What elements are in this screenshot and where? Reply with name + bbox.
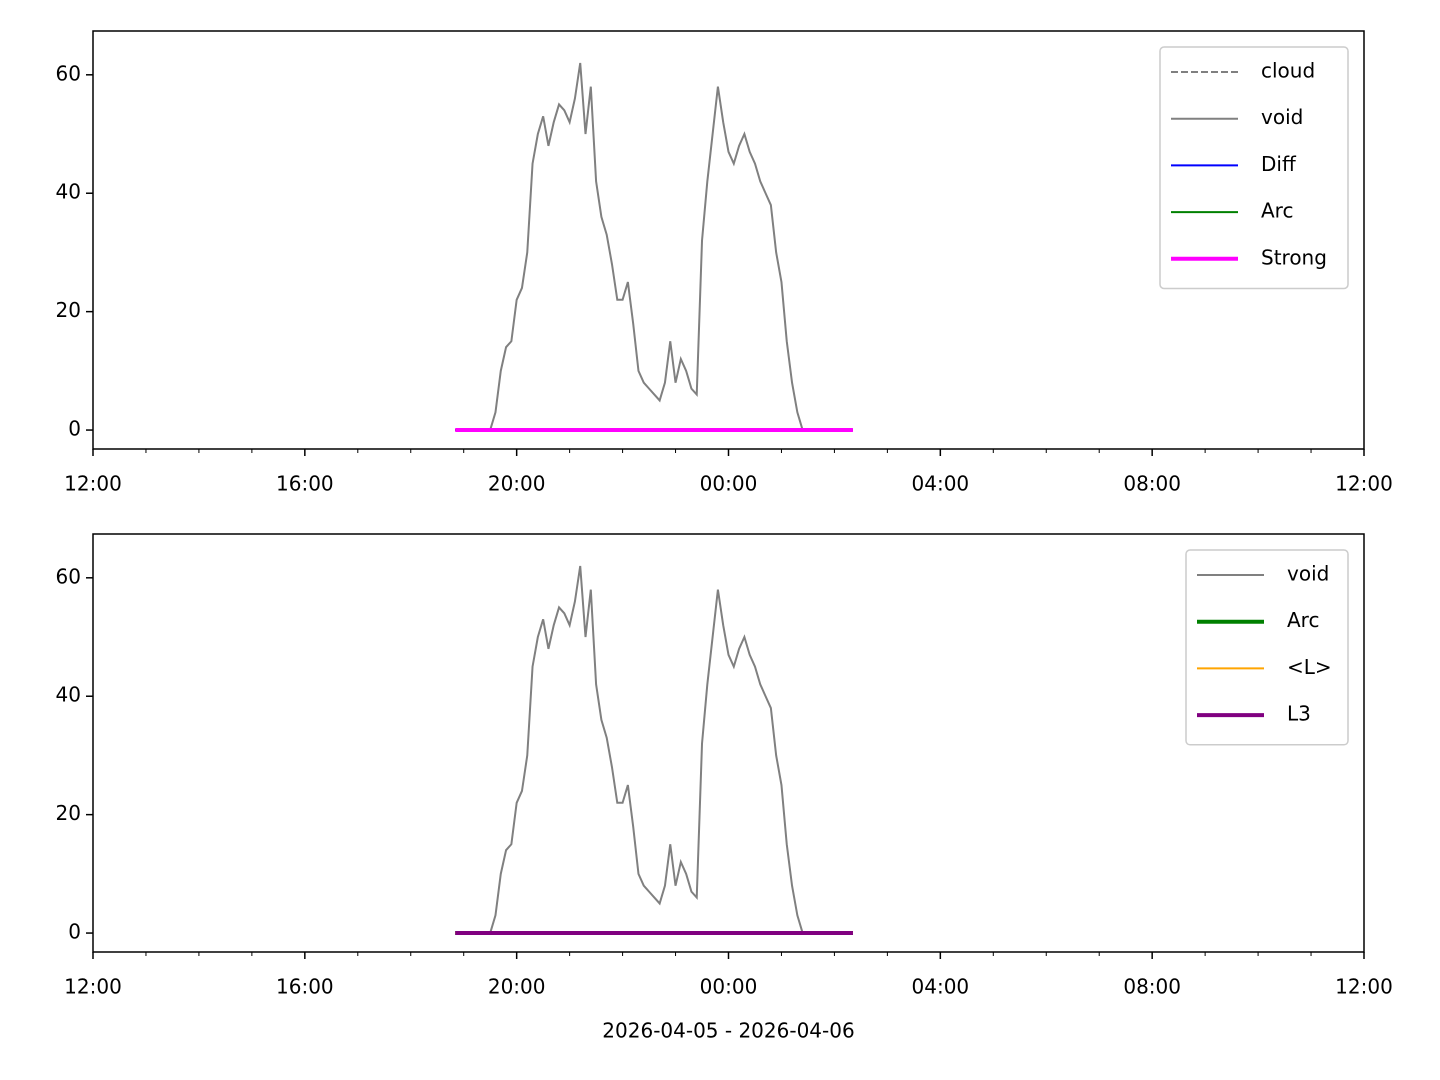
x-tick-label: 20:00 <box>488 472 546 496</box>
series-line <box>489 62 804 431</box>
y-tick-label: 40 <box>56 683 81 707</box>
legend-label: L3 <box>1287 702 1311 726</box>
legend-box <box>1185 549 1349 746</box>
series-line <box>489 565 804 934</box>
legend-label: void <box>1261 105 1303 129</box>
y-tick-label: 40 <box>56 180 81 204</box>
legend-label: cloud <box>1261 59 1315 83</box>
x-tick-label: 00:00 <box>700 975 758 999</box>
x-tick-label: 12:00 <box>1335 975 1393 999</box>
x-tick-label: 12:00 <box>1335 472 1393 496</box>
legend-label: void <box>1287 562 1329 586</box>
legend-label: Diff <box>1261 152 1297 176</box>
axes-frame <box>92 533 1365 953</box>
x-tick-label: 12:00 <box>64 472 122 496</box>
y-tick-label: 0 <box>68 920 81 944</box>
legend-label: Strong <box>1261 245 1327 269</box>
legend-label: Arc <box>1287 608 1319 632</box>
y-tick-label: 0 <box>68 417 81 441</box>
x-tick-label: 16:00 <box>276 472 334 496</box>
x-axis-label: 2026-04-05 - 2026-04-06 <box>602 1019 854 1043</box>
y-tick-label: 20 <box>56 801 81 825</box>
legend-box <box>1159 46 1349 290</box>
x-tick-label: 08:00 <box>1123 975 1181 999</box>
x-tick-label: 04:00 <box>912 472 970 496</box>
x-tick-label: 16:00 <box>276 975 334 999</box>
x-tick-label: 12:00 <box>64 975 122 999</box>
y-tick-label: 60 <box>56 61 81 85</box>
x-tick-label: 04:00 <box>912 975 970 999</box>
x-tick-label: 08:00 <box>1123 472 1181 496</box>
x-tick-label: 20:00 <box>488 975 546 999</box>
y-tick-label: 20 <box>56 298 81 322</box>
legend-label: <L> <box>1287 655 1332 679</box>
x-tick-label: 00:00 <box>700 472 758 496</box>
y-tick-label: 60 <box>56 564 81 588</box>
legend-label: Arc <box>1261 199 1293 223</box>
